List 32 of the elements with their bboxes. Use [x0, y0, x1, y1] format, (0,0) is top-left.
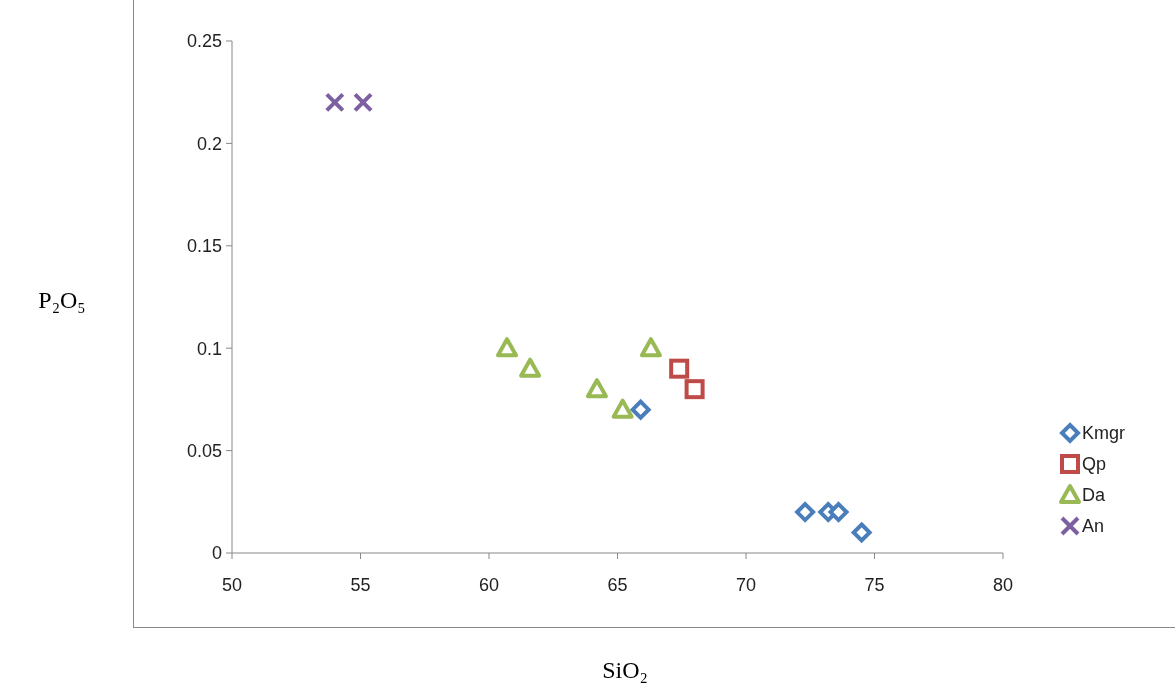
- legend-label: Qp: [1082, 454, 1107, 475]
- x-tick-label: 80: [992, 575, 1014, 595]
- point: [669, 358, 690, 379]
- x-tick-label: 65: [607, 575, 628, 595]
- y-tick-label: 0.1: [196, 338, 222, 359]
- x-tick-label: 75: [864, 575, 885, 595]
- y-tick-label: 0.15: [186, 236, 222, 257]
- point: [324, 92, 345, 113]
- y-tick-label: 0.05: [186, 440, 222, 461]
- y-tick-label: 0.2: [196, 133, 222, 154]
- point: [585, 378, 608, 399]
- point: [828, 502, 849, 523]
- x-tick-label: 50: [221, 575, 243, 595]
- point: [639, 337, 662, 358]
- point: [851, 522, 872, 543]
- point: [495, 337, 518, 358]
- point: [630, 399, 651, 420]
- point: [353, 92, 374, 113]
- legend-label: Kmgr: [1082, 423, 1126, 444]
- legend-label: An: [1082, 516, 1105, 537]
- point: [611, 398, 634, 419]
- point: [795, 502, 816, 523]
- x-tick-label: 70: [735, 575, 757, 595]
- x-tick-label: 55: [350, 575, 371, 595]
- x-tick-label: 60: [478, 575, 500, 595]
- x-axis-title: SiO₂: [602, 657, 648, 684]
- y-tick-label: 0.25: [186, 31, 222, 52]
- point: [519, 357, 542, 378]
- point: [684, 379, 705, 400]
- legend-label: Da: [1082, 485, 1106, 506]
- y-tick-label: 0: [211, 543, 222, 564]
- y-axis-title: P₂O₅: [38, 287, 86, 314]
